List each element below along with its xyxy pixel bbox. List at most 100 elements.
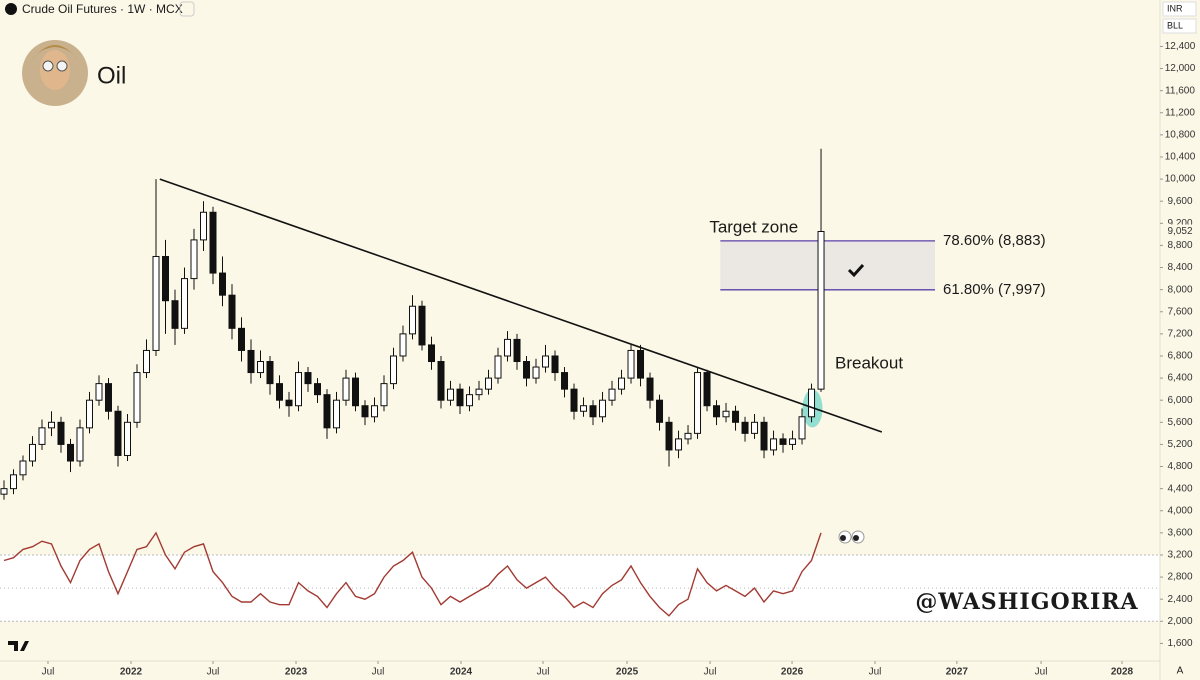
candle-body: [133, 372, 141, 423]
fib-label: 61.80% (7,997): [943, 281, 1046, 298]
y-tick-label: 10,400: [1165, 152, 1196, 163]
tv-logo: [8, 641, 29, 651]
x-tick-label: Jul: [1035, 667, 1048, 678]
y-tick-label: 4,800: [1167, 461, 1192, 472]
x-tick-label: 2022: [120, 667, 143, 678]
x-tick-label: 2023: [285, 667, 308, 678]
candle-body: [390, 355, 398, 385]
candle-body: [161, 255, 169, 302]
candle-body: [428, 344, 436, 363]
candle-body: [38, 427, 46, 445]
y-tick-label: 10,000: [1165, 174, 1196, 185]
candle-body: [323, 394, 331, 429]
y-tick-label: 1,600: [1167, 638, 1192, 649]
target-zone: [720, 240, 936, 290]
candle-body: [798, 416, 806, 440]
candle-body: [513, 338, 521, 363]
y-tick-label: 10,800: [1165, 130, 1196, 141]
candle-body: [713, 405, 721, 418]
candle-body: [570, 388, 578, 412]
candle-body: [665, 421, 673, 451]
candle-body: [218, 272, 226, 296]
candle-body: [380, 383, 388, 407]
candle-body: [808, 388, 816, 418]
candle-body: [399, 333, 407, 357]
candle-body: [19, 460, 27, 476]
y-tick-label: 6,000: [1167, 395, 1192, 406]
candle-body: [656, 399, 664, 423]
candle-body: [333, 399, 341, 429]
candle-body: [9, 474, 17, 490]
candle-body: [142, 349, 150, 374]
y-tick-label: 2,000: [1167, 616, 1192, 627]
watermark-handle: @WASHIGORIRA: [915, 589, 1138, 615]
scale-mode[interactable]: A: [1177, 666, 1184, 677]
candle-body: [95, 383, 103, 401]
header-button[interactable]: [179, 1, 195, 17]
candle-body: [608, 388, 616, 401]
y-tick-label: 4,400: [1167, 483, 1192, 494]
y-tick-label: 8,000: [1167, 284, 1192, 295]
unit-box[interactable]: [1162, 18, 1197, 34]
candle-body: [779, 438, 787, 445]
x-tick-label: Jul: [869, 667, 882, 678]
candle-body: [504, 338, 512, 357]
candle-body: [532, 366, 540, 379]
currency-box[interactable]: [1162, 1, 1197, 17]
candle-body: [684, 432, 692, 440]
fib-label: 78.60% (8,883): [943, 232, 1046, 249]
y-tick-label: 11,600: [1165, 85, 1195, 96]
candle-body: [418, 305, 426, 346]
avatar-glasses: [56, 60, 68, 72]
candle-body: [494, 355, 502, 379]
candle-body: [295, 372, 303, 407]
symbol-icon: [5, 3, 17, 15]
y-tick-label: 12,000: [1165, 63, 1196, 74]
candle-body: [76, 427, 84, 462]
candle-body: [190, 239, 198, 280]
candle-body: [722, 410, 730, 418]
candle-body: [314, 383, 322, 396]
y-tick-label: 4,000: [1167, 505, 1192, 516]
x-tick-label: 2025: [616, 667, 639, 678]
x-tick-label: 2026: [781, 667, 804, 678]
candle-body: [551, 355, 559, 374]
candle-body: [47, 421, 55, 429]
candle-body: [580, 405, 588, 412]
indicator-line: [3, 531, 822, 617]
x-tick-label: 2028: [1111, 667, 1134, 678]
price-label: 9,052: [1167, 226, 1192, 237]
candle-body: [589, 405, 597, 418]
y-tick-label: 8,400: [1167, 262, 1192, 273]
candle-body: [257, 361, 265, 374]
y-tick-label: 5,600: [1167, 417, 1192, 428]
y-tick-label: 3,200: [1167, 550, 1192, 561]
candle-body: [475, 388, 483, 396]
candle-body: [637, 349, 645, 379]
candle-body: [437, 361, 445, 401]
check-mark: [847, 263, 865, 278]
candle-body: [228, 294, 236, 329]
candle-body: [675, 438, 683, 451]
x-tick-label: Jul: [372, 667, 385, 678]
avatar-hair: [32, 45, 78, 60]
candle-body: [561, 372, 569, 390]
y-tick-label: 5,200: [1167, 439, 1192, 450]
candle-body: [104, 383, 112, 412]
candle-body: [0, 488, 8, 495]
candle-body: [751, 421, 759, 434]
candle-body: [456, 388, 464, 407]
pupil: [853, 535, 859, 541]
candle-body: [342, 377, 350, 401]
avatar-face: [40, 50, 70, 90]
x-tick-label: 2024: [450, 667, 473, 678]
y-tick-label: 12,400: [1165, 41, 1196, 52]
candle-body: [28, 443, 36, 462]
candle-body: [209, 211, 217, 274]
y-tick-label: 2,800: [1167, 572, 1192, 583]
candle-body: [85, 399, 93, 429]
candle-body: [238, 327, 246, 351]
candle-body: [66, 443, 74, 462]
candle-body: [646, 377, 654, 401]
